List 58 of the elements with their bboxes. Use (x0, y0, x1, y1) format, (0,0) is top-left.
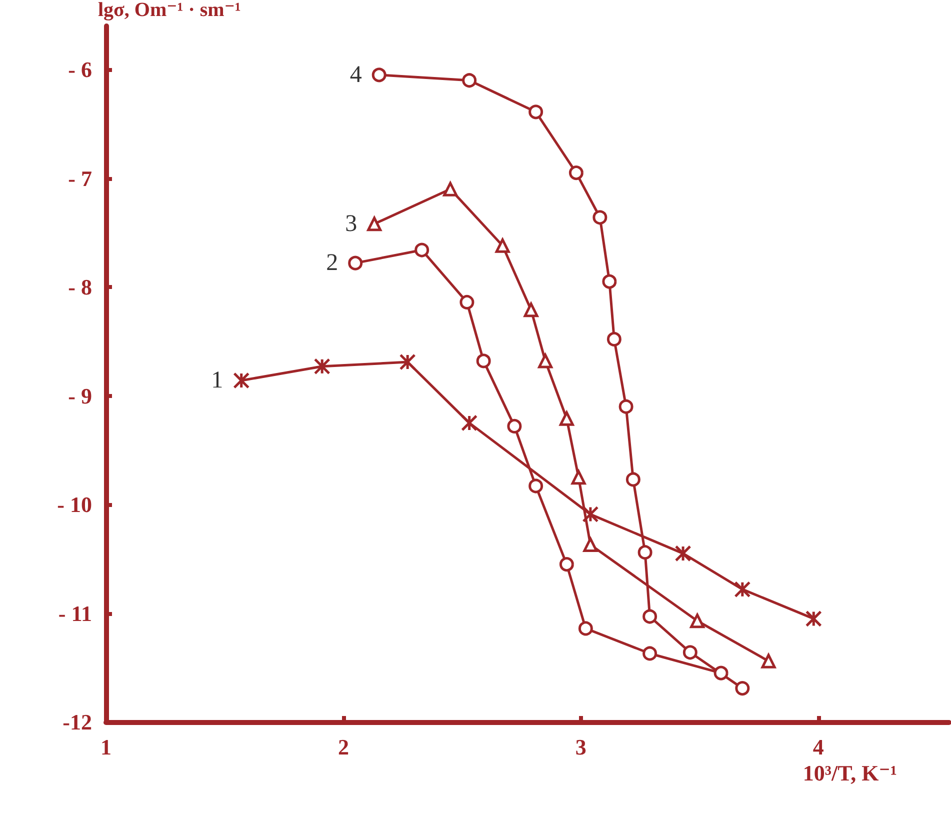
x-axis-title: 10³/T, K⁻¹ (802, 760, 897, 786)
point (714, 666, 728, 680)
point (626, 472, 640, 487)
x-tick-label: 2 (338, 734, 349, 760)
point (642, 646, 658, 661)
point (348, 256, 363, 270)
point (583, 537, 598, 552)
point (638, 545, 652, 560)
point (582, 506, 599, 523)
point (367, 216, 382, 232)
point (476, 354, 491, 368)
y-axis-title: lgσ, Om⁻¹ · sm⁻¹ (98, 0, 241, 21)
point (559, 557, 574, 572)
point (568, 166, 584, 180)
point (443, 182, 458, 196)
point (460, 294, 474, 310)
point (606, 332, 622, 346)
x-tick-label: 3 (575, 734, 586, 760)
y-tick-label: - 11 (58, 600, 92, 626)
point (674, 545, 692, 562)
y-tick-label: - 6 (68, 57, 92, 82)
point (578, 621, 593, 636)
point (690, 614, 705, 628)
point (559, 411, 574, 426)
point (233, 372, 250, 389)
point (734, 581, 751, 598)
point (602, 274, 617, 289)
series-label: 1 (211, 368, 224, 394)
point (592, 210, 608, 225)
point (735, 681, 750, 696)
point (414, 242, 430, 258)
point (528, 478, 544, 494)
point (495, 238, 510, 253)
point (571, 470, 586, 485)
point (682, 645, 698, 660)
point (462, 73, 477, 88)
series-label: 2 (326, 250, 338, 276)
y-tick-label: - 7 (68, 166, 92, 191)
point (642, 609, 658, 624)
point (372, 68, 386, 82)
point (314, 358, 330, 375)
y-tick-label: - 9 (68, 383, 92, 408)
y-tick-label: - 10 (57, 492, 92, 517)
point (805, 610, 822, 627)
x-tick-label: 1 (100, 734, 112, 760)
point (399, 354, 416, 370)
point (618, 399, 634, 414)
point (461, 414, 478, 432)
y-tick-label: - 8 (68, 274, 92, 300)
point (507, 418, 522, 434)
series-label: 4 (350, 62, 362, 88)
point (524, 302, 538, 318)
point (538, 354, 553, 368)
y-tick-label: -12 (62, 710, 92, 734)
point (761, 654, 776, 668)
series-label: 3 (345, 210, 358, 237)
point (528, 104, 544, 120)
x-tick-label: 4 (812, 734, 824, 760)
